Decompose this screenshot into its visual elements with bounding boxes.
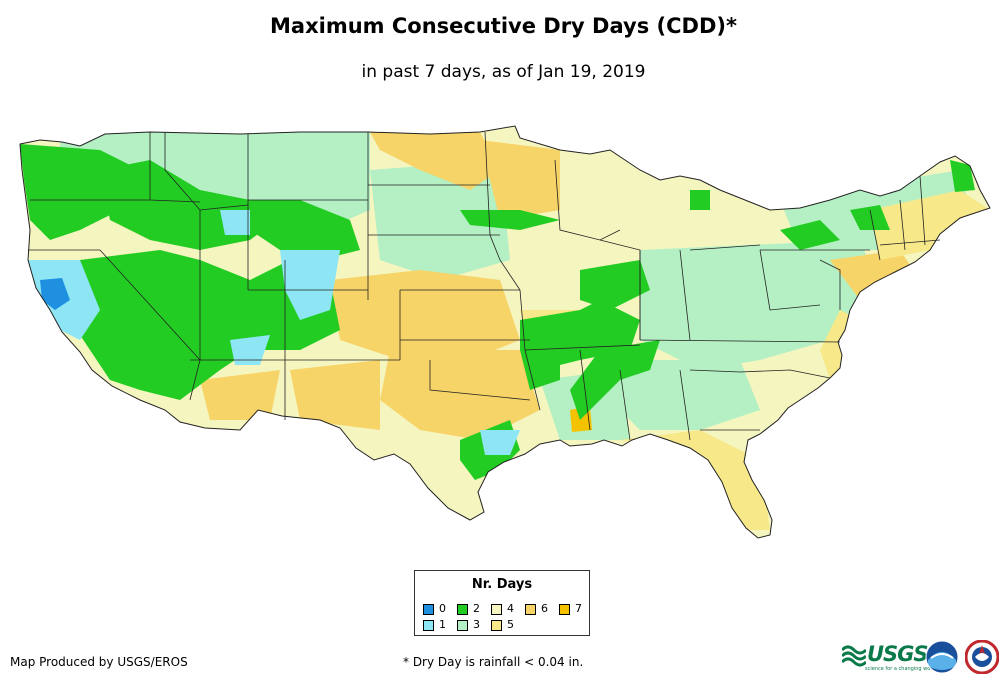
- legend-swatch: [423, 619, 434, 631]
- legend-item-1: 1: [423, 619, 446, 631]
- legend-box: Nr. Days 0 1 2 3 4 5 6 7: [414, 570, 590, 636]
- legend-swatch: [491, 619, 502, 631]
- legend-item-3: 3: [457, 619, 480, 631]
- legend-item-6: 6: [525, 603, 548, 615]
- dry-day-footnote: * Dry Day is rainfall < 0.04 in.: [403, 655, 584, 669]
- nws-logo-icon: [965, 640, 999, 674]
- map-subtitle: in past 7 days, as of Jan 19, 2019: [361, 62, 646, 82]
- legend-label: 5: [507, 618, 514, 631]
- legend-item-7: 7: [559, 603, 582, 615]
- legend-swatch: [457, 603, 468, 615]
- legend-swatch: [525, 603, 536, 615]
- noaa-logo-icon: [925, 640, 959, 674]
- legend-label: 7: [575, 602, 582, 615]
- legend-item-4: 4: [491, 603, 514, 615]
- legend-item-2: 2: [457, 603, 480, 615]
- legend-label: 2: [473, 602, 480, 615]
- map-credit: Map Produced by USGS/EROS: [10, 655, 188, 669]
- legend-swatch: [491, 603, 502, 615]
- legend-label: 0: [439, 602, 446, 615]
- map-title: Maximum Consecutive Dry Days (CDD)*: [270, 14, 737, 38]
- legend-title: Nr. Days: [471, 577, 533, 592]
- legend-item-0: 0: [423, 603, 446, 615]
- legend-swatch: [423, 603, 434, 615]
- legend-label: 6: [541, 602, 548, 615]
- usgs-tagline: science for a changing world: [865, 666, 937, 672]
- legend-swatch: [559, 603, 570, 615]
- legend-item-5: 5: [491, 619, 514, 631]
- legend-label: 3: [473, 618, 480, 631]
- legend-swatch: [457, 619, 468, 631]
- usgs-wave-icon: [842, 645, 866, 667]
- usgs-logo: USGS science for a changing world: [842, 640, 937, 674]
- legend-label: 1: [439, 618, 446, 631]
- us-dry-days-map: [19, 125, 991, 539]
- legend-label: 4: [507, 602, 514, 615]
- usgs-wordmark: USGS: [867, 642, 929, 666]
